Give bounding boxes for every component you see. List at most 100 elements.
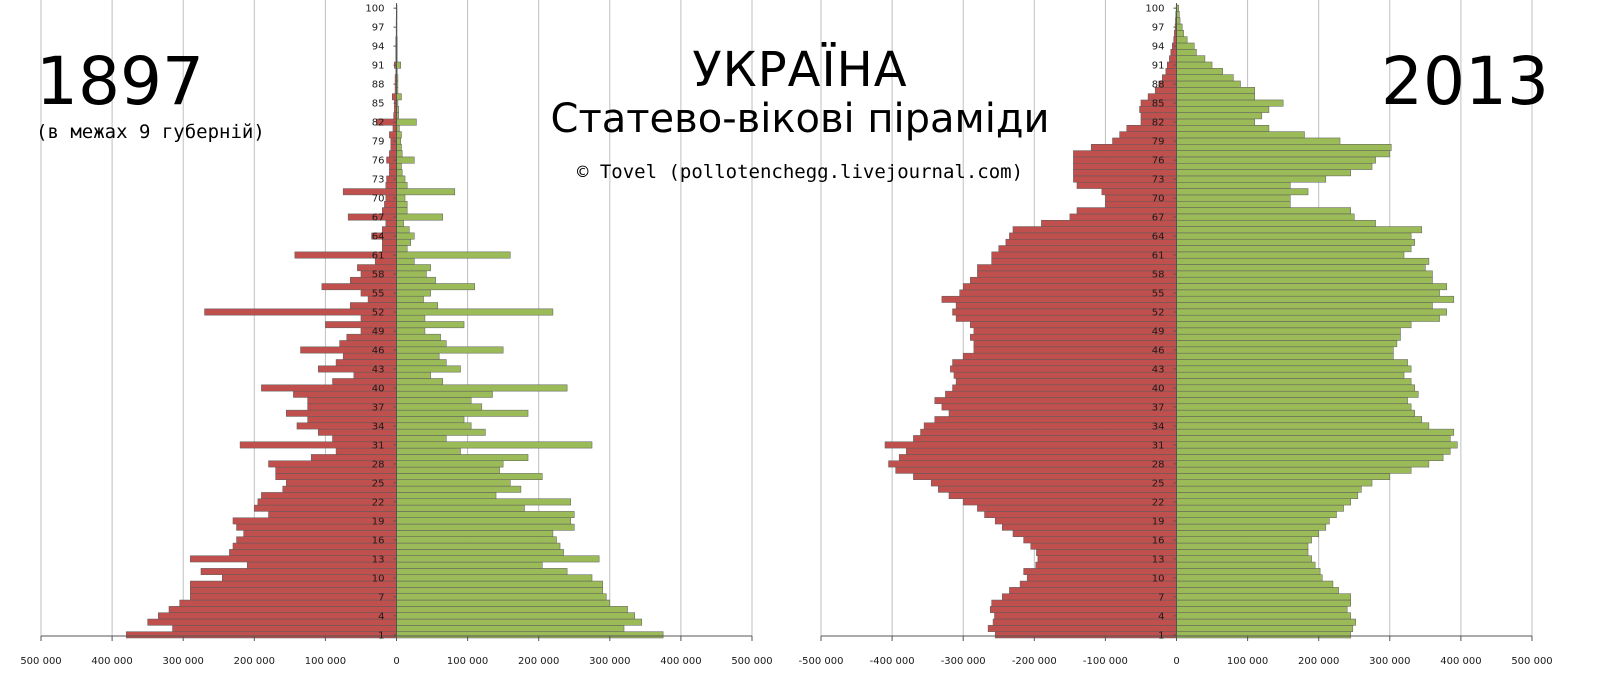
female-bar-age-96	[1176, 30, 1184, 37]
female-bar-age-72	[1176, 181, 1291, 189]
female-bar-age-62	[1176, 245, 1412, 253]
male-bar-age-48	[970, 333, 1177, 341]
age-tick-label: 31	[1152, 440, 1165, 451]
x-tick-label: 400 000	[660, 656, 701, 667]
male-bar-age-44	[952, 359, 1177, 367]
age-tick-label: 70	[372, 194, 385, 205]
age-tick-label: 100	[365, 4, 384, 15]
male-bar-age-56	[321, 283, 397, 291]
male-bar-age-42	[953, 371, 1177, 379]
male-bar-age-3	[992, 618, 1177, 626]
male-bar-age-38	[934, 397, 1177, 405]
female-bar-age-76	[396, 156, 415, 164]
female-bar-age-39	[396, 390, 493, 398]
x-tick-label: 0	[1173, 656, 1179, 667]
female-bar-age-29	[396, 454, 529, 462]
female-bar-age-42	[1176, 371, 1405, 379]
female-bar-age-7	[1176, 593, 1351, 601]
male-bar-age-60	[991, 257, 1177, 265]
female-bar-age-88	[1176, 80, 1241, 88]
female-bar-age-34	[1176, 422, 1430, 430]
male-bar-age-32	[332, 435, 397, 443]
age-tick-label: 94	[1152, 42, 1165, 53]
female-bar-age-71	[1176, 188, 1309, 196]
female-bar-age-44	[396, 359, 447, 367]
female-bar-age-49	[1176, 327, 1401, 335]
male-bar-age-47	[339, 340, 397, 348]
male-bar-age-19	[994, 517, 1177, 525]
male-bar-age-22	[962, 498, 1177, 506]
female-bar-age-82	[396, 118, 417, 126]
male-bar-age-77	[389, 150, 397, 158]
female-bar-age-46	[396, 346, 504, 354]
male-bar-age-74	[389, 169, 397, 177]
female-bar-age-1	[1176, 631, 1351, 639]
male-bar-age-8	[190, 587, 397, 594]
female-bar-age-14	[1176, 549, 1309, 556]
age-tick-label: 73	[1152, 175, 1165, 186]
age-tick-label: 28	[1152, 459, 1165, 470]
male-bar-age-81	[392, 125, 397, 132]
male-bar-age-1	[994, 631, 1177, 639]
female-bar-age-63	[396, 238, 411, 246]
age-tick-label: 76	[1152, 156, 1165, 167]
female-bar-age-66	[396, 219, 404, 227]
female-bar-age-50	[1176, 321, 1412, 329]
male-bar-age-2	[987, 625, 1177, 632]
female-bar-age-43	[396, 365, 461, 373]
age-tick-label: 10	[1152, 573, 1165, 584]
female-bar-age-48	[1176, 333, 1401, 341]
age-tick-label: 19	[372, 516, 385, 527]
female-bar-age-35	[1176, 416, 1423, 424]
female-bar-age-74	[1176, 169, 1351, 177]
female-bar-age-25	[396, 479, 511, 487]
age-tick-label: 91	[1152, 61, 1165, 72]
x-tick-label: -100 000	[1083, 656, 1128, 667]
male-bar-age-39	[945, 390, 1177, 398]
female-bar-age-44	[1176, 359, 1408, 367]
male-bar-age-24	[938, 485, 1177, 493]
male-bar-age-1	[126, 631, 397, 639]
female-bar-age-63	[1176, 238, 1415, 246]
age-tick-label: 7	[1158, 592, 1164, 603]
female-bar-age-79	[1176, 137, 1341, 145]
age-tick-label: 58	[1152, 270, 1165, 281]
female-bar-age-77	[396, 150, 403, 158]
age-tick-label: 82	[1152, 118, 1165, 129]
male-bar-age-56	[962, 283, 1177, 291]
male-bar-age-20	[984, 511, 1177, 518]
female-bar-age-67	[1176, 213, 1355, 221]
female-bar-age-12	[396, 561, 543, 569]
male-bar-age-61	[991, 251, 1177, 259]
male-bar-age-86	[391, 93, 397, 101]
age-tick-label: 34	[1152, 421, 1165, 432]
age-tick-label: 1	[378, 630, 384, 641]
male-bar-age-7	[190, 593, 397, 601]
age-tick-label: 34	[372, 421, 385, 432]
female-bar-age-29	[1176, 454, 1444, 462]
male-bar-age-51	[955, 314, 1177, 322]
left-subtitle: (в межах 9 губерній)	[36, 121, 265, 143]
age-tick-label: 40	[372, 383, 385, 394]
male-bar-age-43	[318, 365, 397, 373]
x-tick-label: -200 000	[1012, 656, 1057, 667]
female-bar-age-73	[1176, 175, 1327, 183]
male-bar-age-7	[1002, 593, 1177, 601]
female-bar-age-68	[1176, 207, 1351, 215]
female-bar-age-54	[396, 295, 424, 303]
chart-subtitle: Статево-вікові піраміди	[550, 96, 1050, 142]
male-bar-age-78	[390, 144, 397, 151]
female-bar-age-27	[396, 466, 500, 474]
age-tick-label: 91	[372, 61, 385, 72]
x-tick-label: 500 000	[20, 656, 61, 667]
age-tick-label: 22	[1152, 497, 1165, 508]
male-bar-age-55	[959, 289, 1177, 297]
age-tick-label: 46	[1152, 345, 1165, 356]
female-bar-age-91	[1176, 61, 1213, 69]
male-bar-age-49	[973, 327, 1177, 335]
female-bar-age-28	[396, 460, 504, 468]
male-bar-age-90	[1165, 68, 1177, 75]
male-bar-age-3	[147, 618, 397, 626]
female-bar-age-60	[396, 257, 415, 265]
age-tick-label: 13	[1152, 554, 1165, 565]
